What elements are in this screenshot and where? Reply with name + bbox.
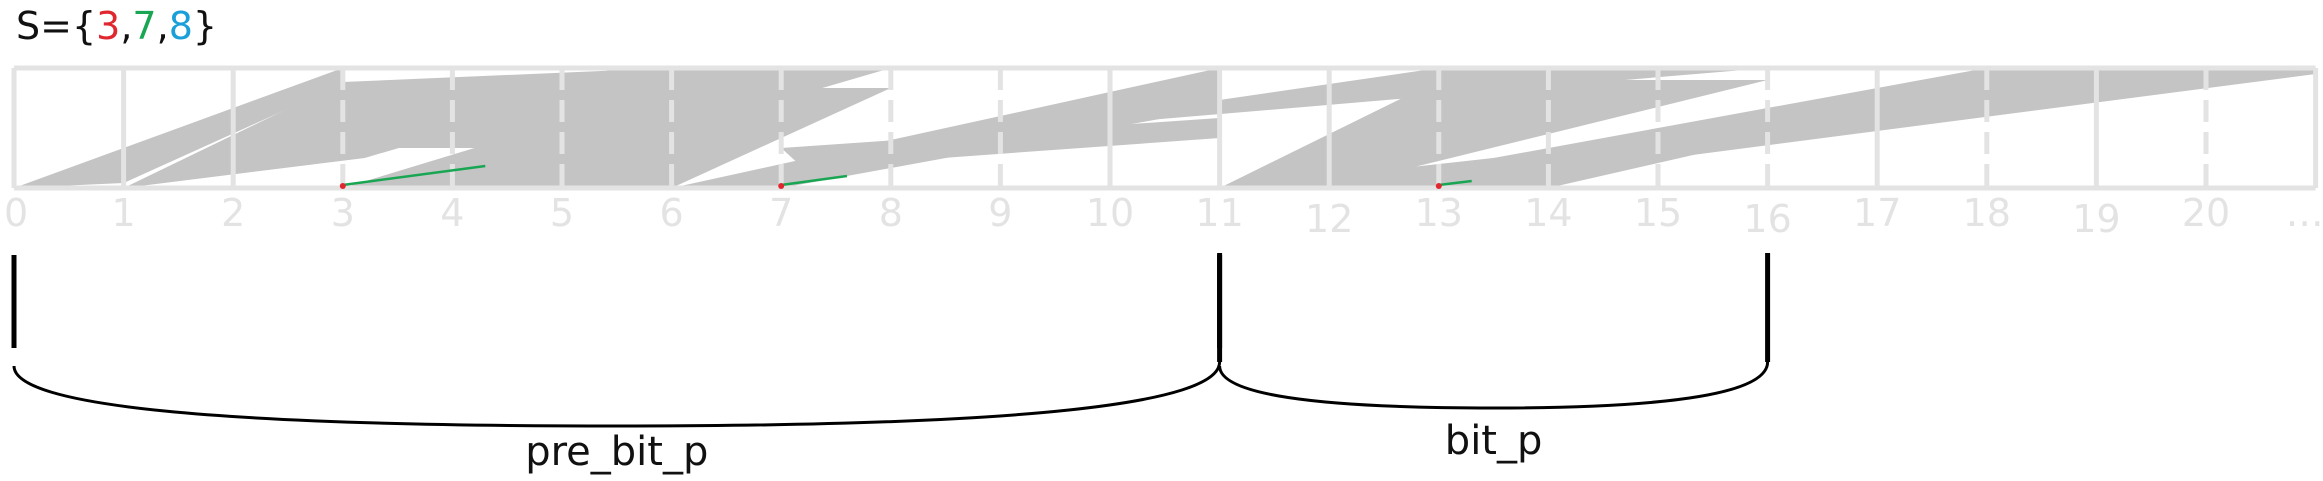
set-element-8: 8 [168,4,193,48]
tick-label-14: 14 [1524,191,1572,235]
tick-label-0: 0 [4,191,28,235]
tick-label-20: 20 [2182,191,2230,235]
accent-dot-3 [339,183,346,189]
tick-label-19: 19 [2072,197,2120,241]
set-element-7: 7 [132,4,157,48]
tick-labels: 0 1 2 3 4 5 6 7 8 9 10 11 12 13 14 15 16 17 18 19 20… [4,191,2323,241]
tick-label-7: 7 [769,191,793,235]
tick-label-2: 2 [221,191,245,235]
set-suffix: } [192,4,218,48]
tick-label-18: 18 [1963,191,2011,235]
bracket-bit-p-curve [1218,361,1770,410]
tick-label-21: … [2286,191,2323,235]
accent-line-13 [1438,179,1472,187]
accent-line-7 [781,174,848,187]
tick-label-1: 1 [112,191,136,235]
tick-label-15: 15 [1634,191,1682,235]
accent-line-3 [342,164,486,187]
set-separator: , [156,4,169,48]
bracket-pre-bit-p-label: pre_bit_p [525,429,708,475]
grid [11,65,2319,191]
tick-label-8: 8 [879,191,903,235]
set-label: S={3,7,8} [16,4,217,48]
bracket-pre-bit-p-curve [12,361,1222,428]
tick-label-12: 12 [1305,197,1353,241]
tick-label-5: 5 [550,191,574,235]
band-0 [14,68,343,188]
tick-label-13: 13 [1415,191,1463,235]
band-3 [342,68,891,148]
band-7 [1219,80,1768,188]
tick-label-11: 11 [1195,191,1243,235]
bracket-bit-p-label: bit_p [1445,418,1543,464]
tick-label-17: 17 [1853,191,1901,235]
tick-label-3: 3 [331,191,355,235]
tick-label-4: 4 [440,191,464,235]
set-separator: , [120,4,133,48]
tick-label-10: 10 [1086,191,1134,235]
tick-label-9: 9 [988,191,1012,235]
filled-region [14,68,2316,188]
accent-lines [339,164,1472,189]
tick-label-16: 16 [1743,197,1791,241]
brackets: pre_bit_p bit_p [11,253,1771,475]
accent-dot-7 [778,183,785,189]
tick-label-6: 6 [660,191,684,235]
accent-dot-13 [1435,183,1442,189]
set-element-3: 3 [96,4,121,48]
set-prefix: S={ [16,4,97,48]
